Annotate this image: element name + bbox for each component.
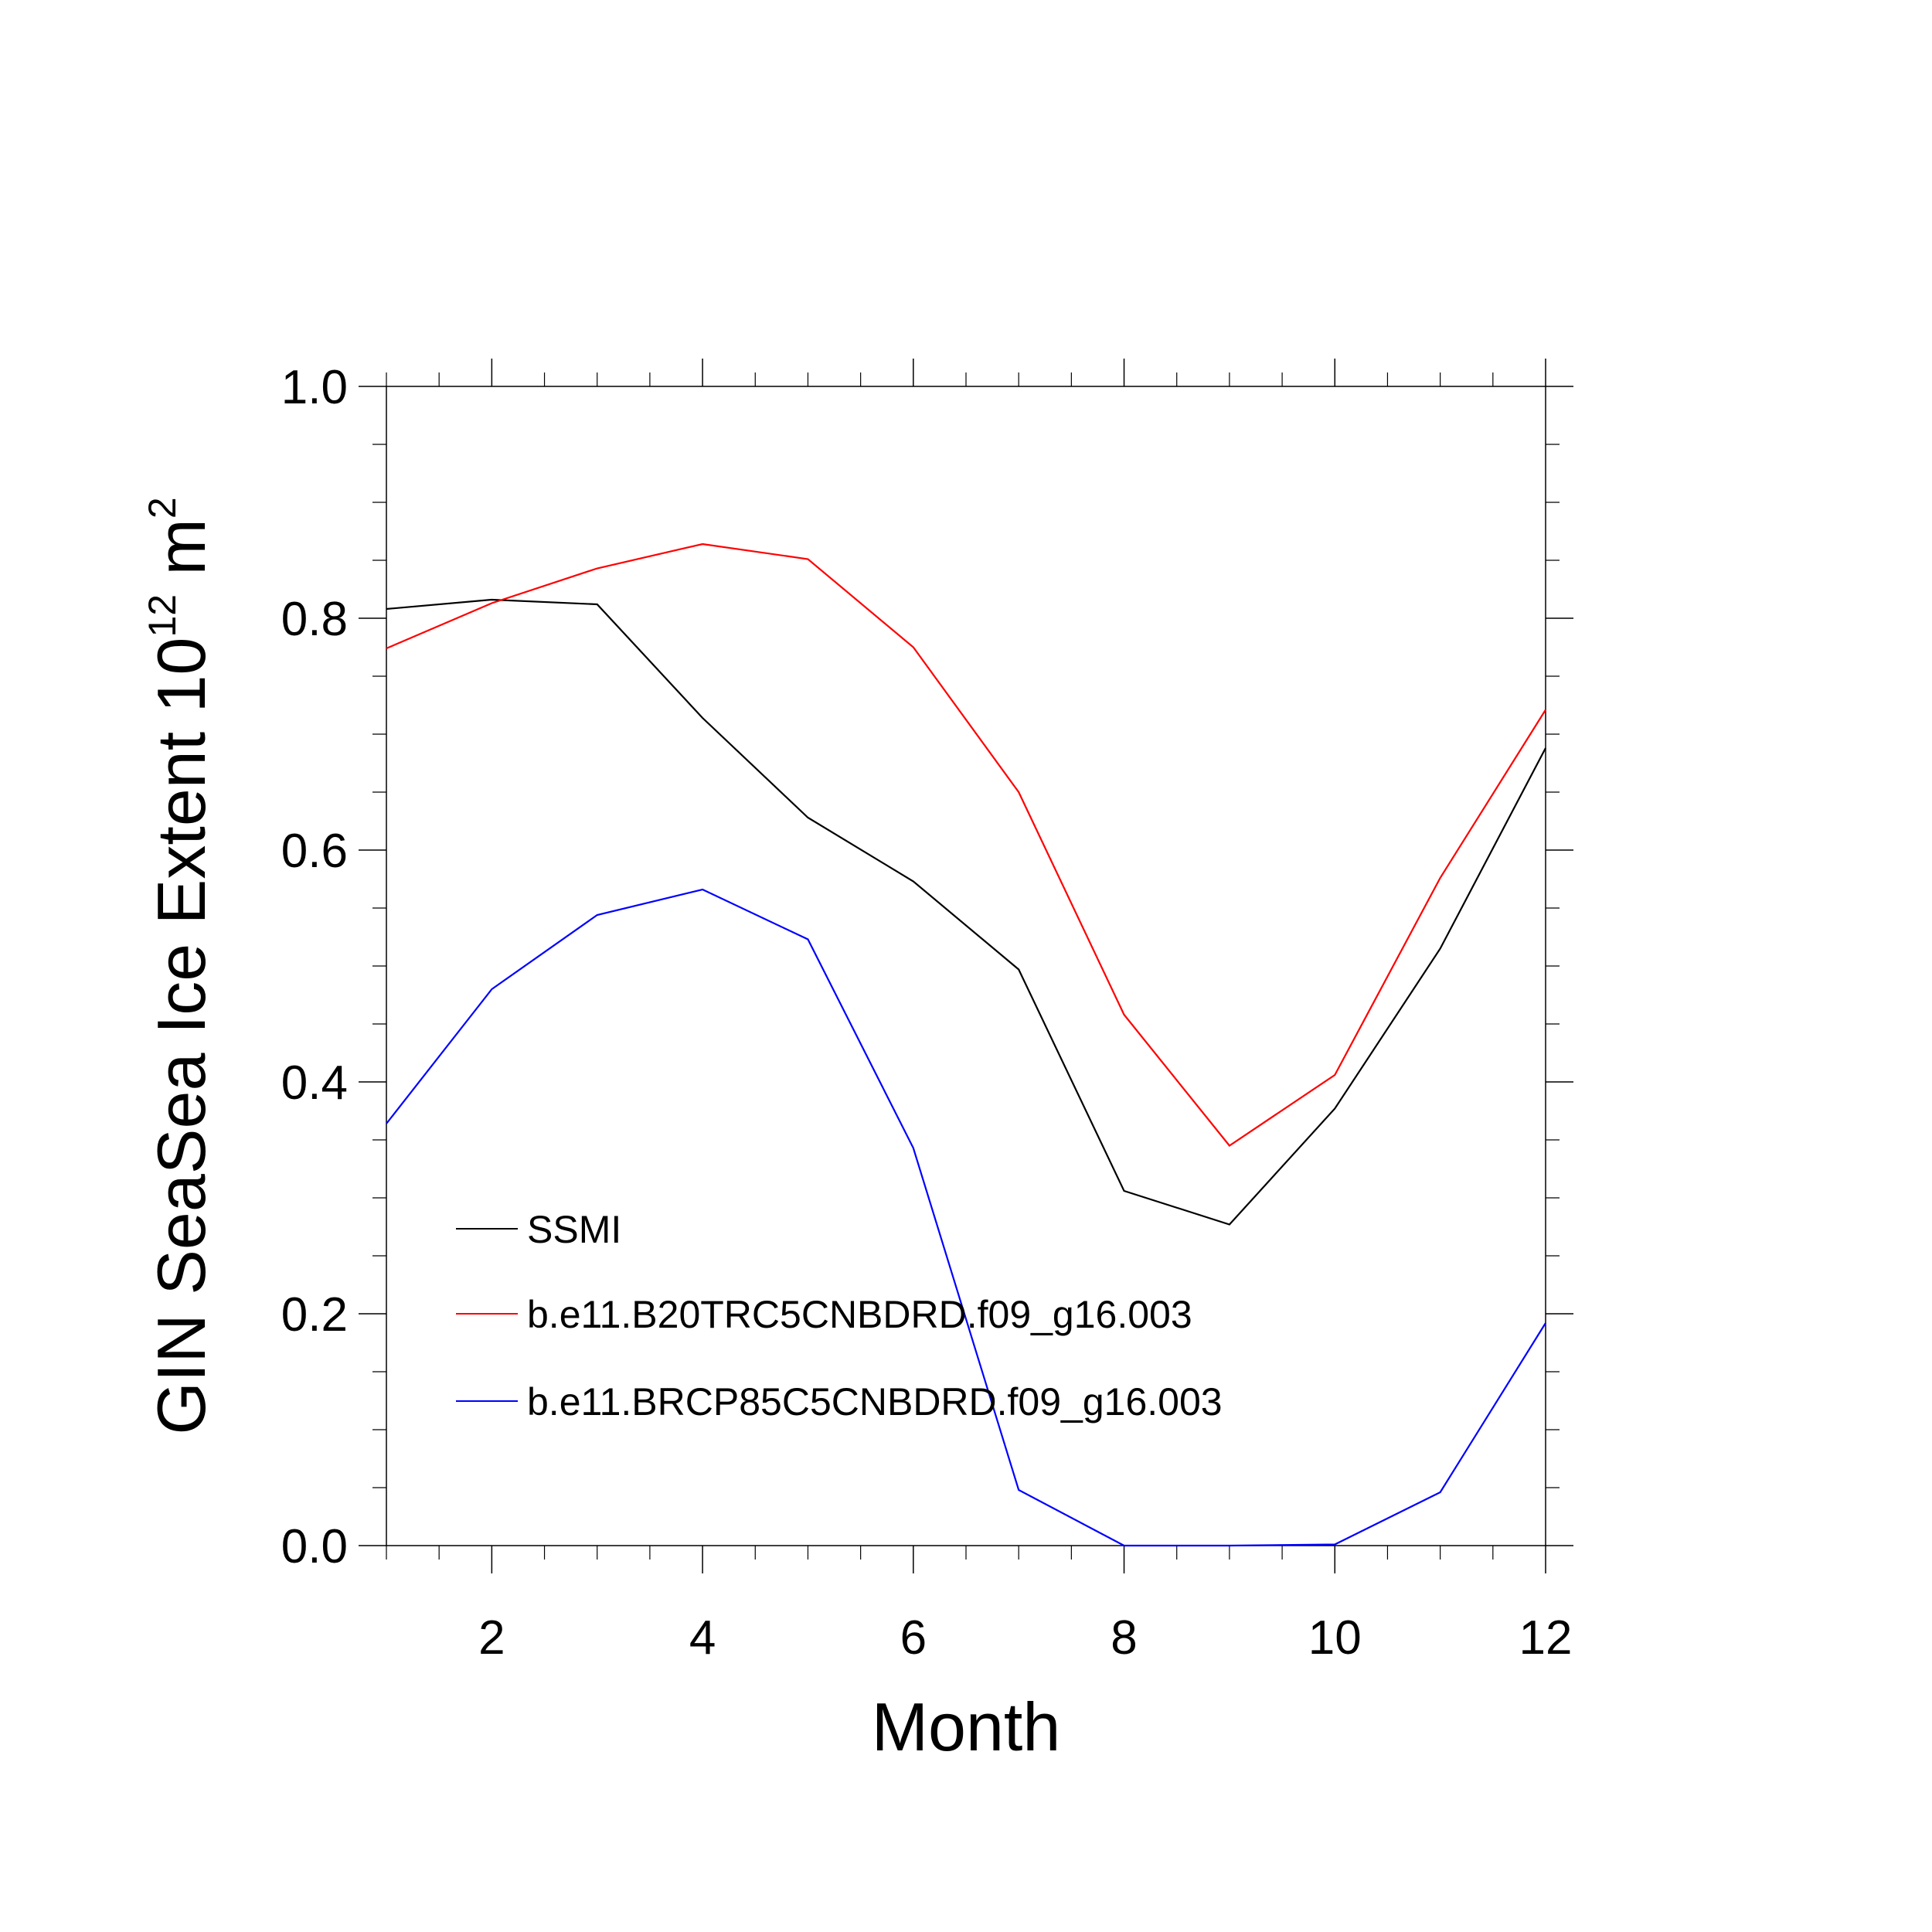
y-tick-label: 0.4	[281, 1056, 348, 1110]
y-tick-labels: 0.0 0.2 0.4 0.6 0.8 1.0	[281, 361, 348, 1573]
axis-ticks	[359, 359, 1573, 1573]
y-axis-title: GIN SeaSea Ice Extent 1012 m2	[141, 497, 219, 1434]
legend-label-ssmi: SSMI	[527, 1208, 621, 1251]
y-axis-title-unit: m	[143, 519, 219, 594]
x-axis-title: Month	[872, 1689, 1061, 1765]
x-tick-labels: 2 4 6 8 10 12	[478, 1611, 1572, 1665]
y-tick-label: 1.0	[281, 361, 348, 414]
y-tick-label: 0.8	[281, 593, 348, 646]
x-tick-label: 6	[900, 1611, 927, 1665]
y-axis-title-exponent-1: 12	[141, 594, 184, 638]
legend-item-ssmi: SSMI	[456, 1208, 621, 1251]
x-tick-label: 12	[1519, 1611, 1573, 1665]
plot-frame	[386, 386, 1546, 1546]
x-tick-label: 4	[689, 1611, 716, 1665]
y-axis-title-main: GIN SeaSea Ice Extent 10	[143, 638, 219, 1435]
series-line-1	[386, 543, 1546, 1147]
y-tick-label: 0.0	[281, 1520, 348, 1573]
y-tick-label: 0.6	[281, 825, 348, 878]
legend-label-brcp85: b.e11.BRCP85C5CNBDRD.f09_g16.003	[527, 1380, 1223, 1423]
x-tick-label: 8	[1111, 1611, 1137, 1665]
y-axis-title-exponent-2: 2	[141, 497, 184, 519]
series-line-0	[386, 598, 1546, 1226]
legend: SSMI b.e11.B20TRC5CNBDRD.f09_g16.003 b.e…	[456, 1208, 1223, 1423]
series-line-2	[386, 888, 1546, 1547]
x-tick-label: 10	[1308, 1611, 1362, 1665]
legend-item-brcp85: b.e11.BRCP85C5CNBDRD.f09_g16.003	[456, 1380, 1223, 1423]
x-tick-label: 2	[478, 1611, 505, 1665]
y-tick-label: 0.2	[281, 1288, 348, 1342]
legend-item-b20trc: b.e11.B20TRC5CNBDRD.f09_g16.003	[456, 1293, 1192, 1336]
series-lines	[386, 543, 1546, 1547]
legend-label-b20trc: b.e11.B20TRC5CNBDRD.f09_g16.003	[527, 1293, 1192, 1336]
